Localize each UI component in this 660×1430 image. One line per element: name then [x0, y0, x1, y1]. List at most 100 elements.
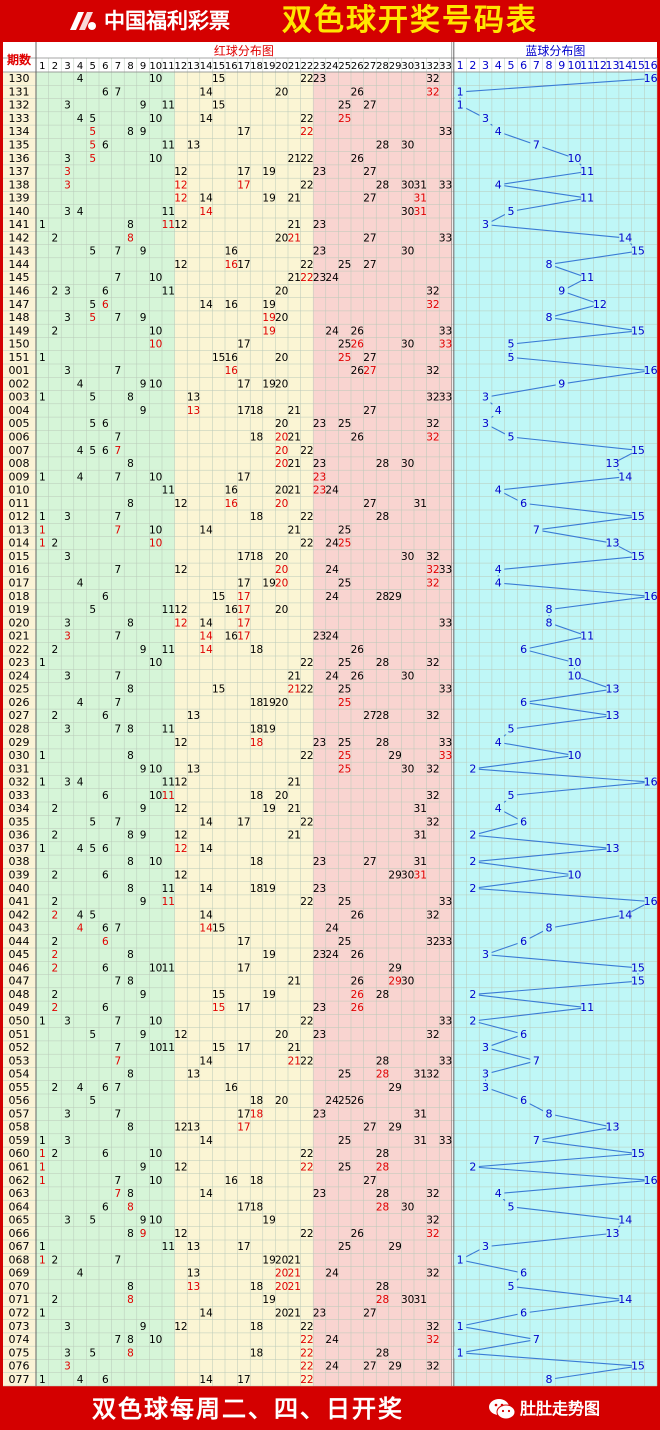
blue-ball-bg: [454, 1319, 467, 1332]
red-ball: 33: [439, 564, 452, 576]
red-ball: 7: [115, 1334, 122, 1346]
period-label: 036: [9, 829, 30, 842]
blue-ball-bg: [568, 868, 581, 881]
blue-ball-bg: [543, 257, 556, 270]
blue-col-header-2: 2: [469, 59, 476, 72]
blue-ball: 14: [618, 908, 632, 921]
blue-ball-bg: [479, 390, 492, 403]
blue-ball: 16: [644, 895, 658, 908]
red-ball: 32: [426, 432, 439, 444]
cwl-logo-icon: [70, 12, 96, 30]
red-ball: 6: [102, 1148, 109, 1160]
red-ball: 11: [162, 219, 175, 231]
red-ball: 22: [300, 538, 313, 550]
red-ball: 22: [300, 1162, 313, 1174]
period-label: 005: [9, 417, 30, 430]
red-ball: 17: [237, 604, 250, 616]
blue-ball-bg: [606, 1120, 619, 1133]
red-ball: 17: [237, 551, 250, 563]
red-ball: 23: [313, 1308, 326, 1320]
blue-ball: 11: [580, 1001, 594, 1014]
blue-ball: 7: [533, 1134, 540, 1147]
period-label: 020: [9, 616, 30, 629]
red-ball: 6: [102, 923, 109, 935]
blue-ball-bg: [619, 231, 632, 244]
red-ball: 23: [313, 272, 326, 284]
red-ball: 14: [199, 86, 213, 98]
red-ball: 2: [52, 1254, 59, 1266]
period-label: 041: [9, 895, 30, 908]
red-ball: 24: [325, 1268, 339, 1280]
red-ball: 5: [89, 1095, 96, 1107]
red-ball: 32: [426, 551, 439, 563]
red-ball: 4: [77, 113, 84, 125]
period-label: 051: [9, 1028, 30, 1041]
red-ball: 13: [187, 763, 200, 775]
period-label: 064: [9, 1200, 30, 1213]
red-ball: 21: [288, 232, 301, 244]
red-col-header-1: 1: [39, 61, 45, 72]
red-ball: 27: [363, 100, 376, 112]
red-ball: 6: [102, 1201, 109, 1213]
red-ball: 25: [338, 697, 351, 709]
red-ball: 25: [338, 763, 351, 775]
red-ball: 2: [52, 1294, 59, 1306]
red-ball: 1: [39, 1374, 46, 1386]
red-ball: 14: [199, 1188, 213, 1200]
blue-ball-bg: [492, 735, 505, 748]
blue-ball-bg: [517, 934, 530, 947]
blue-ball: 5: [507, 723, 514, 736]
red-ball: 7: [115, 312, 122, 324]
red-ball: 18: [250, 1108, 263, 1120]
red-ball: 26: [351, 1095, 365, 1107]
red-ball: 21: [288, 432, 301, 444]
red-ball: 6: [102, 140, 109, 152]
period-label: 060: [9, 1147, 30, 1160]
red-ball: 21: [288, 1281, 301, 1293]
blue-ball: 4: [495, 484, 502, 497]
red-ball: 9: [140, 126, 147, 138]
period-label: 054: [9, 1068, 30, 1081]
red-ball: 9: [140, 100, 147, 112]
red-ball: 28: [376, 1188, 389, 1200]
red-ball: 11: [162, 962, 175, 974]
red-ball: 25: [338, 578, 351, 590]
red-ball: 11: [162, 1042, 175, 1054]
red-ball: 7: [115, 1175, 122, 1187]
red-ball: 20: [275, 312, 288, 324]
blue-ball: 16: [644, 72, 658, 85]
blue-ball: 5: [507, 789, 514, 802]
red-ball: 12: [174, 193, 187, 205]
red-ball: 27: [363, 365, 376, 377]
blue-ball: 3: [482, 1068, 489, 1081]
red-col-header-4: 4: [77, 61, 83, 72]
red-ball: 8: [127, 724, 134, 736]
red-ball: 6: [102, 86, 109, 98]
blue-ball-bg: [543, 1107, 556, 1120]
blue-ball-bg: [631, 324, 644, 337]
period-label: 003: [9, 391, 30, 404]
red-ball: 3: [64, 153, 71, 165]
period-label: 023: [9, 656, 30, 669]
red-col-header-11: 11: [162, 61, 175, 72]
blue-ball: 15: [631, 550, 645, 563]
blue-ball: 7: [533, 1054, 540, 1067]
red-ball: 12: [174, 1321, 187, 1333]
red-ball: 1: [39, 219, 46, 231]
blue-ball: 13: [606, 709, 620, 722]
red-ball: 21: [288, 684, 301, 696]
blue-ball: 3: [482, 1240, 489, 1253]
red-ball: 9: [140, 378, 147, 390]
red-ball: 15: [212, 923, 225, 935]
red-ball: 12: [174, 1228, 187, 1240]
red-ball: 8: [127, 856, 134, 868]
red-ball: 21: [288, 153, 301, 165]
blue-ball: 7: [533, 139, 540, 152]
red-ball: 24: [325, 670, 339, 682]
red-ball: 28: [376, 1162, 389, 1174]
blue-ball: 16: [644, 590, 658, 603]
red-ball: 18: [250, 1175, 263, 1187]
red-ball: 12: [174, 179, 187, 191]
blue-ball: 2: [469, 829, 476, 842]
period-label: 150: [9, 338, 30, 351]
